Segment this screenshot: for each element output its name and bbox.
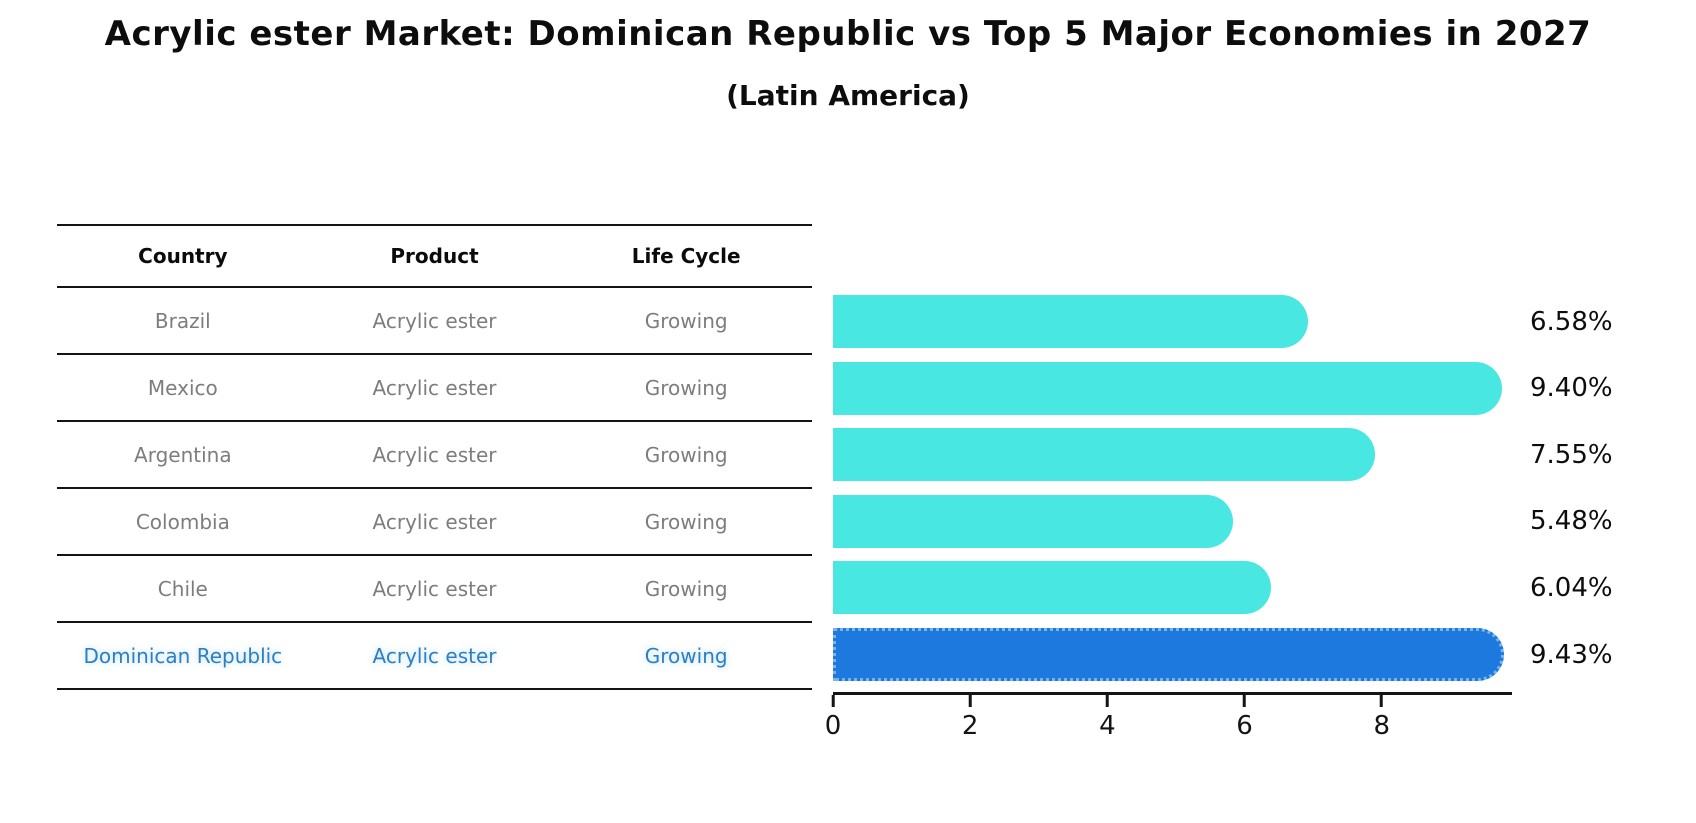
x-axis-tick: 4 [1099, 695, 1116, 739]
country-cell: Brazil [154, 308, 211, 333]
bar-value-label: 9.40% [1530, 373, 1613, 404]
product-cell: Acrylic ester [372, 442, 497, 467]
table-row-chile: Chile Acrylic ester Growing [57, 556, 812, 623]
bar-value-label: 7.55% [1530, 439, 1613, 470]
country-cell: Colombia [135, 509, 230, 534]
product-cell: Acrylic ester [372, 643, 497, 668]
table-row-brazil: Brazil Acrylic ester Growing [57, 288, 812, 355]
x-axis-tick: 2 [961, 695, 979, 741]
x-axis-tick: 6 [1236, 695, 1253, 739]
table-row-mexico: Mexico Acrylic ester Growing [57, 355, 812, 422]
lifecycle-cell: Growing [644, 442, 728, 467]
tick-mark [1243, 695, 1247, 707]
tick-mark [1380, 695, 1384, 707]
country-cell: Chile [157, 576, 208, 601]
tick-label: 6 [1236, 711, 1253, 741]
tick-label: 4 [1099, 711, 1116, 741]
bar-argentina [833, 428, 1375, 482]
bar-value-label: 6.58% [1530, 306, 1613, 337]
x-axis-tick: 8 [1373, 695, 1390, 739]
lifecycle-cell: Growing [644, 375, 728, 400]
bar-dominican-republic [833, 628, 1504, 681]
table-header-row: Country Product Life Cycle [57, 224, 812, 288]
lifecycle-cell: Growing [644, 509, 728, 534]
tick-mark [1105, 695, 1109, 707]
country-cell: Mexico [147, 375, 218, 400]
product-cell: Acrylic ester [372, 576, 497, 601]
product-cell: Acrylic ester [372, 509, 497, 534]
table-row-colombia: Colombia Acrylic ester Growing [57, 489, 812, 556]
lifecycle-cell: Growing [644, 308, 728, 333]
col-header-lifecycle: Life Cycle [631, 244, 741, 268]
product-cell: Acrylic ester [372, 375, 497, 400]
col-header-product: Product [390, 244, 479, 268]
bar-value-label: 5.48% [1530, 506, 1613, 537]
x-axis-tick: 0 [824, 695, 842, 741]
lifecycle-cell: Growing [644, 643, 728, 668]
chart-title: Acrylic ester Market: Dominican Republic… [104, 14, 1592, 54]
table-row-dominican-republic: Dominican Republic Acrylic ester Growing [57, 623, 812, 690]
tick-label: 2 [961, 711, 979, 741]
bar-mexico [833, 361, 1502, 415]
tick-mark [831, 695, 835, 707]
bar-colombia [833, 494, 1233, 548]
lifecycle-cell: Growing [644, 576, 728, 601]
table-row-argentina: Argentina Acrylic ester Growing [57, 422, 812, 489]
bar-value-label: 6.04% [1530, 572, 1613, 603]
product-cell: Acrylic ester [372, 308, 497, 333]
tick-label: 8 [1373, 711, 1390, 741]
country-table: Country Product Life Cycle Brazil Acryli… [57, 224, 812, 690]
tick-mark [968, 695, 972, 707]
x-axis-line [833, 692, 1512, 695]
bar-brazil [833, 295, 1309, 348]
bar-value-label: 9.43% [1530, 639, 1613, 670]
col-header-country: Country [138, 244, 228, 268]
bar-chile [833, 561, 1272, 615]
bar-chart: 6.58% 9.40% 7.55% 5.48% 6.04% 9.43% 0 2 … [825, 288, 1613, 739]
country-cell: Argentina [134, 442, 232, 467]
tick-label: 0 [824, 711, 842, 741]
chart-subtitle: (Latin America) [726, 79, 970, 112]
country-cell: Dominican Republic [83, 643, 283, 668]
